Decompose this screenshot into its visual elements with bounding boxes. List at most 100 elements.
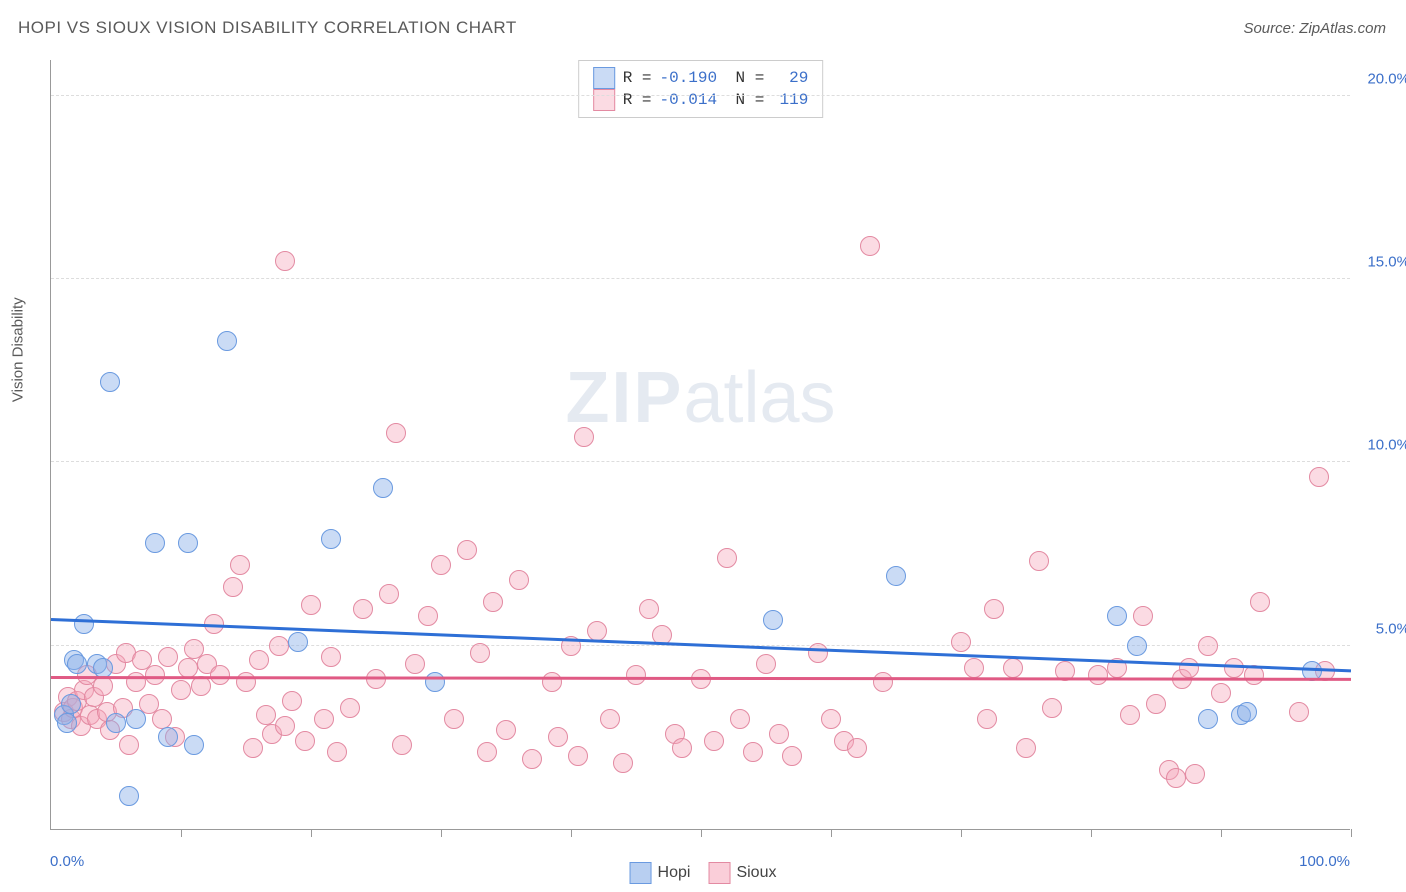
scatter-point-sioux xyxy=(542,672,562,692)
scatter-point-sioux xyxy=(477,742,497,762)
scatter-point-sioux xyxy=(171,680,191,700)
scatter-point-hopi xyxy=(119,786,139,806)
scatter-point-sioux xyxy=(1166,768,1186,788)
watermark: ZIPatlas xyxy=(565,357,835,439)
scatter-point-hopi xyxy=(106,713,126,733)
gridline xyxy=(51,95,1350,96)
scatter-point-sioux xyxy=(295,731,315,751)
scatter-point-sioux xyxy=(1042,698,1062,718)
scatter-point-sioux xyxy=(1179,658,1199,678)
scatter-point-sioux xyxy=(672,738,692,758)
scatter-point-sioux xyxy=(191,676,211,696)
scatter-point-hopi xyxy=(321,529,341,549)
scatter-point-sioux xyxy=(158,647,178,667)
scatter-point-sioux xyxy=(353,599,373,619)
scatter-point-sioux xyxy=(568,746,588,766)
x-label-min: 0.0% xyxy=(50,853,84,870)
scatter-point-hopi xyxy=(74,614,94,634)
scatter-point-sioux xyxy=(1309,467,1329,487)
scatter-point-sioux xyxy=(522,749,542,769)
correlation-legend: R = -0.190 N = 29 R = -0.014 N = 119 xyxy=(578,60,824,118)
scatter-point-sioux xyxy=(321,647,341,667)
scatter-point-sioux xyxy=(178,658,198,678)
scatter-point-sioux xyxy=(600,709,620,729)
scatter-point-sioux xyxy=(275,251,295,271)
x-tick xyxy=(181,829,182,837)
scatter-point-sioux xyxy=(470,643,490,663)
scatter-point-sioux xyxy=(782,746,802,766)
scatter-point-sioux xyxy=(509,570,529,590)
scatter-point-hopi xyxy=(425,672,445,692)
scatter-point-sioux xyxy=(93,676,113,696)
r-value-hopi: -0.190 xyxy=(660,69,720,87)
scatter-point-sioux xyxy=(756,654,776,674)
scatter-point-sioux xyxy=(256,705,276,725)
scatter-point-sioux xyxy=(626,665,646,685)
scatter-point-sioux xyxy=(327,742,347,762)
scatter-point-hopi xyxy=(61,694,81,714)
scatter-point-sioux xyxy=(418,606,438,626)
scatter-point-sioux xyxy=(249,650,269,670)
legend-item-sioux: Sioux xyxy=(708,862,776,884)
scatter-point-sioux xyxy=(269,636,289,656)
scatter-point-hopi xyxy=(217,331,237,351)
legend-row-sioux: R = -0.014 N = 119 xyxy=(593,89,809,111)
scatter-point-sioux xyxy=(574,427,594,447)
scatter-point-hopi xyxy=(67,654,87,674)
scatter-point-sioux xyxy=(301,595,321,615)
scatter-point-sioux xyxy=(1211,683,1231,703)
scatter-point-sioux xyxy=(984,599,1004,619)
y-tick-label: 10.0% xyxy=(1367,437,1406,454)
scatter-point-hopi xyxy=(1237,702,1257,722)
x-label-max: 100.0% xyxy=(1299,853,1350,870)
scatter-point-sioux xyxy=(717,548,737,568)
scatter-point-hopi xyxy=(886,566,906,586)
n-value-hopi: 29 xyxy=(772,69,808,87)
y-tick-label: 20.0% xyxy=(1367,70,1406,87)
scatter-point-hopi xyxy=(1107,606,1127,626)
scatter-point-sioux xyxy=(1029,551,1049,571)
scatter-point-sioux xyxy=(730,709,750,729)
gridline xyxy=(51,461,1350,462)
x-tick xyxy=(311,829,312,837)
scatter-point-sioux xyxy=(1016,738,1036,758)
series-legend: Hopi Sioux xyxy=(630,862,777,884)
scatter-point-sioux xyxy=(392,735,412,755)
scatter-point-sioux xyxy=(1120,705,1140,725)
scatter-point-sioux xyxy=(1198,636,1218,656)
scatter-point-sioux xyxy=(613,753,633,773)
scatter-point-sioux xyxy=(1224,658,1244,678)
legend-label-hopi: Hopi xyxy=(658,864,691,881)
scatter-point-sioux xyxy=(210,665,230,685)
scatter-point-sioux xyxy=(847,738,867,758)
gridline xyxy=(51,278,1350,279)
scatter-point-hopi xyxy=(145,533,165,553)
scatter-point-sioux xyxy=(860,236,880,256)
scatter-point-sioux xyxy=(1003,658,1023,678)
scatter-point-sioux xyxy=(743,742,763,762)
scatter-point-sioux xyxy=(1185,764,1205,784)
scatter-point-sioux xyxy=(808,643,828,663)
scatter-point-hopi xyxy=(126,709,146,729)
scatter-point-sioux xyxy=(821,709,841,729)
scatter-point-sioux xyxy=(964,658,984,678)
x-tick xyxy=(701,829,702,837)
scatter-point-hopi xyxy=(1198,709,1218,729)
legend-item-hopi: Hopi xyxy=(630,862,691,884)
chart-container: HOPI VS SIOUX VISION DISABILITY CORRELAT… xyxy=(0,0,1406,892)
legend-row-hopi: R = -0.190 N = 29 xyxy=(593,67,809,89)
scatter-point-hopi xyxy=(178,533,198,553)
scatter-point-hopi xyxy=(763,610,783,630)
scatter-point-sioux xyxy=(223,577,243,597)
legend-swatch-hopi xyxy=(593,67,615,89)
scatter-point-hopi xyxy=(93,658,113,678)
x-tick xyxy=(1091,829,1092,837)
scatter-point-sioux xyxy=(704,731,724,751)
x-tick xyxy=(571,829,572,837)
scatter-point-sioux xyxy=(243,738,263,758)
y-tick-label: 15.0% xyxy=(1367,254,1406,271)
scatter-point-sioux xyxy=(1146,694,1166,714)
scatter-point-sioux xyxy=(379,584,399,604)
scatter-point-sioux xyxy=(457,540,477,560)
x-tick xyxy=(831,829,832,837)
